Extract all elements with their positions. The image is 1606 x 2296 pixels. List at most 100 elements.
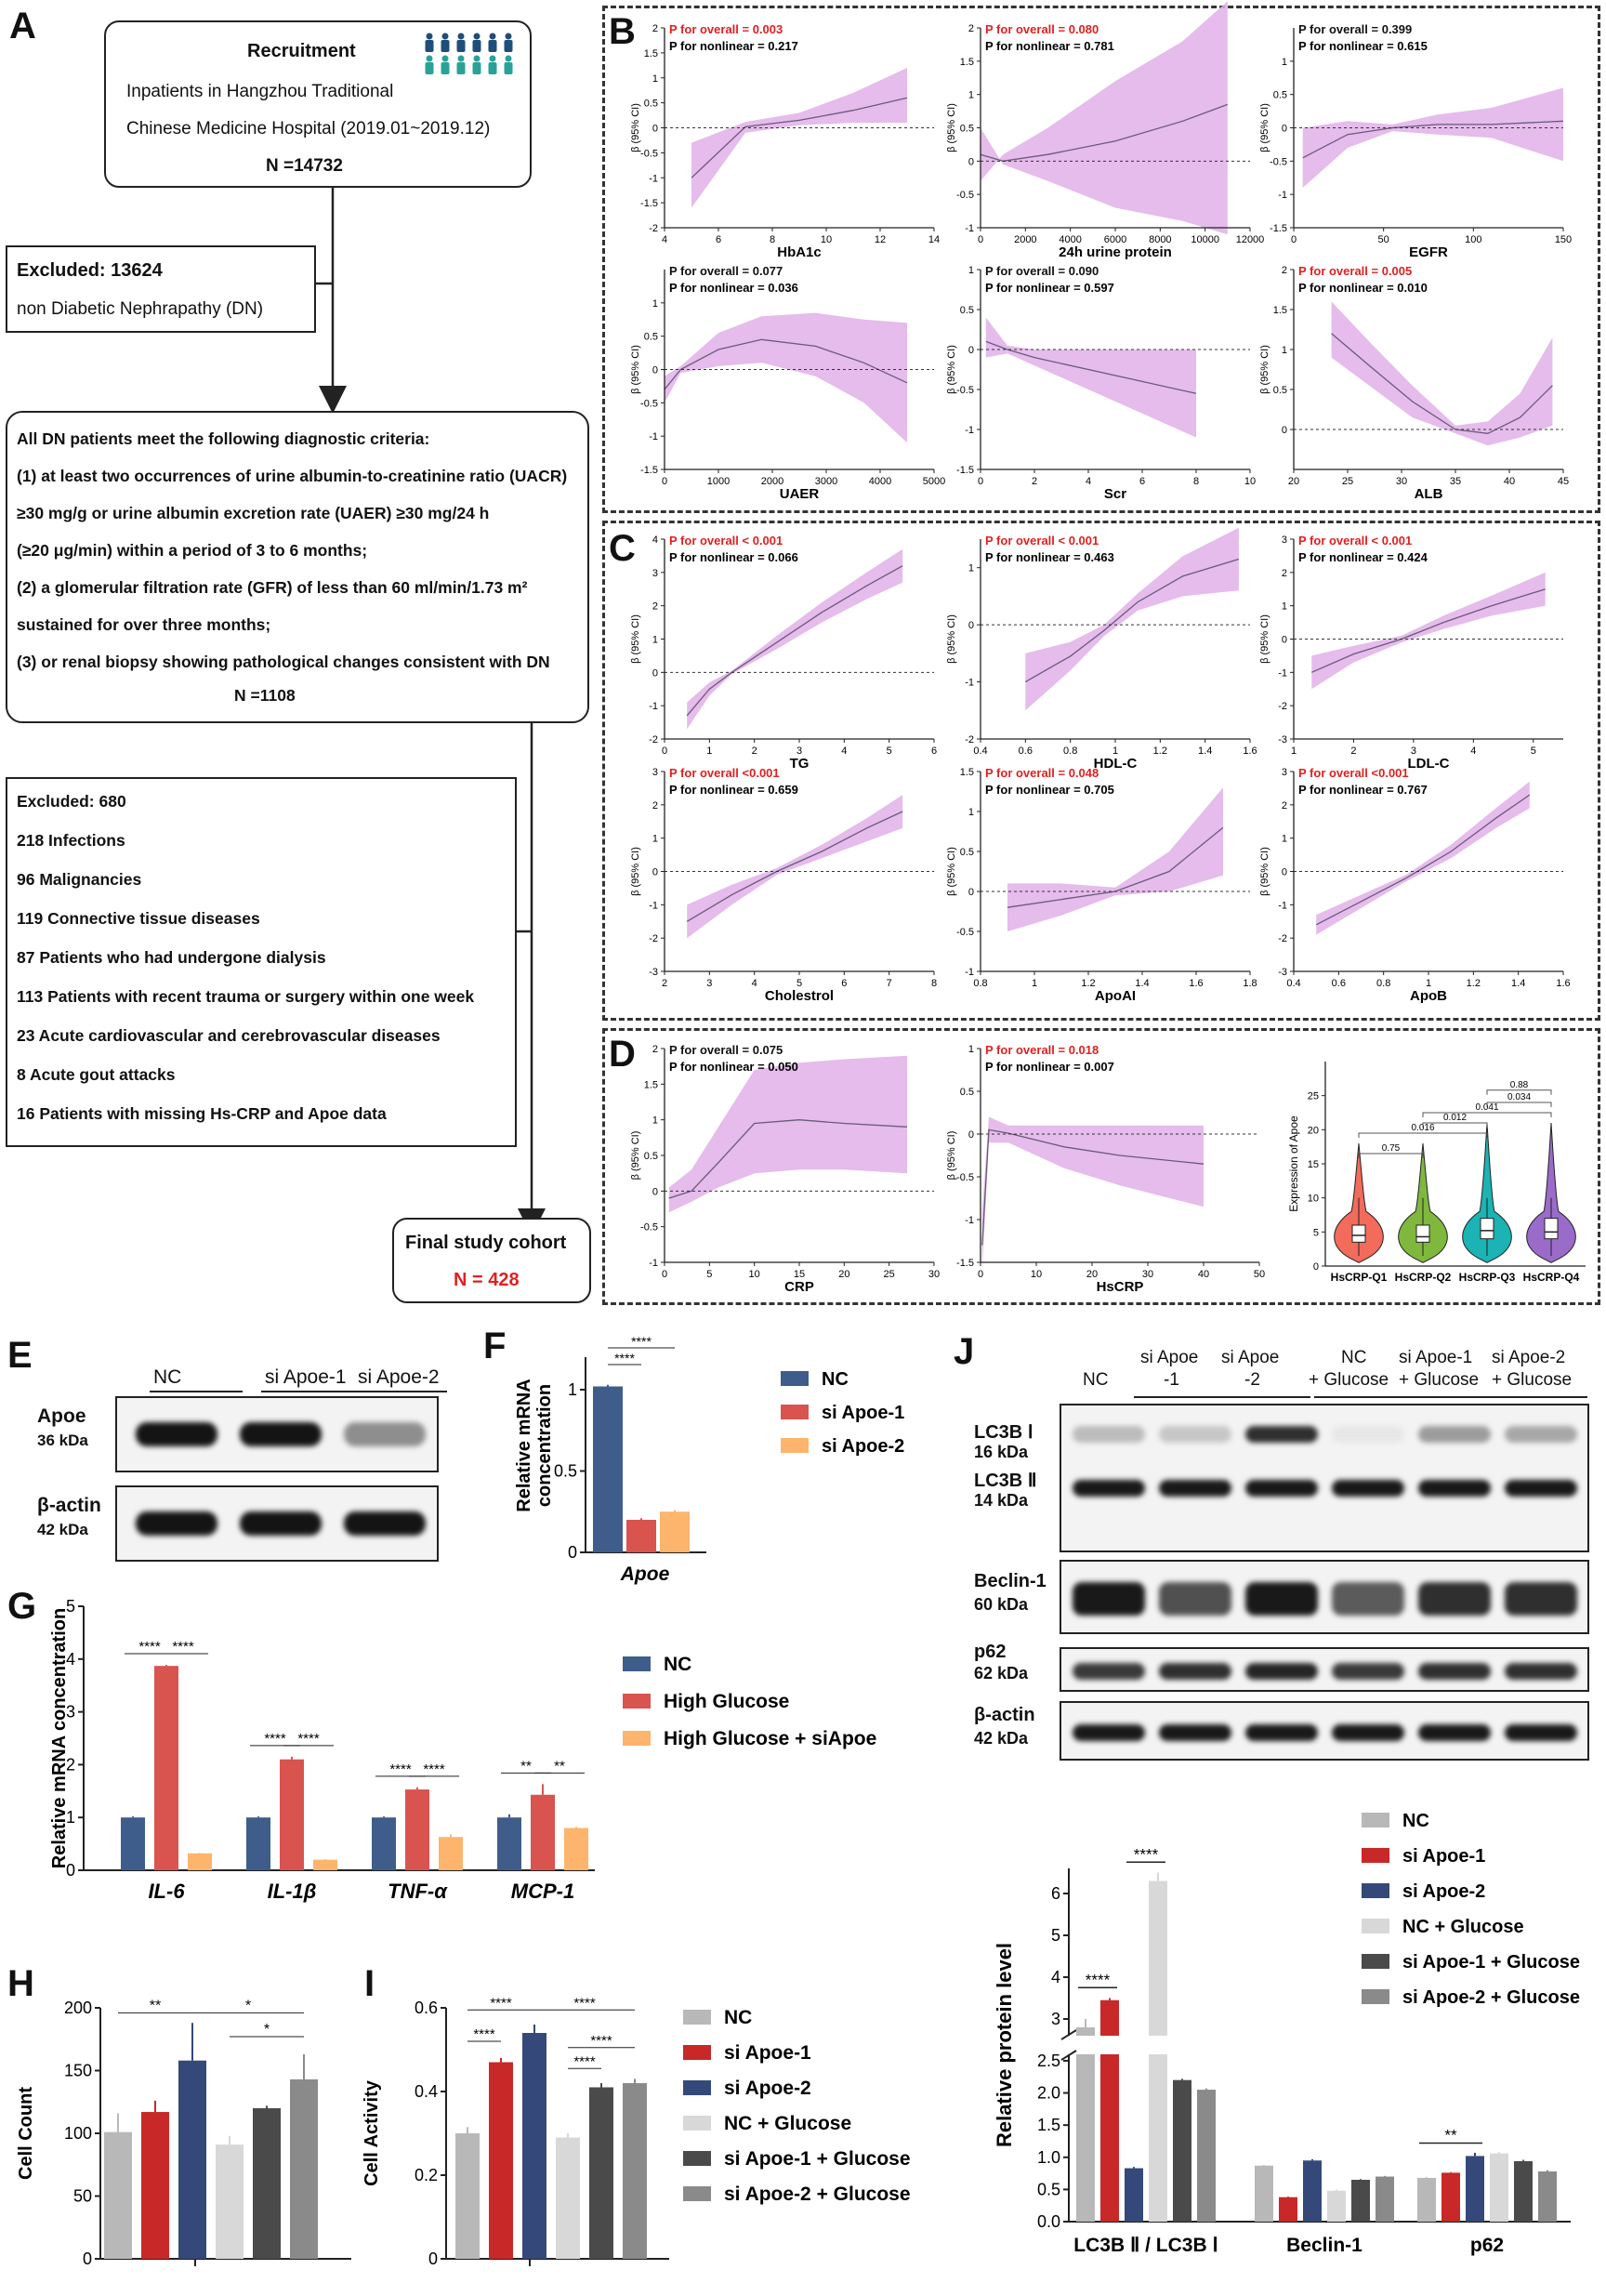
person-head [441,55,449,62]
y-axis-label: concentration [534,1384,555,1507]
x-tick-label: 25 [884,1269,895,1280]
bar [1351,2180,1370,2222]
y-tick-label: 1 [1282,601,1287,613]
y-tick-label: 0 [568,1543,577,1562]
blot-membrane [115,1485,439,1562]
blot-band [1418,1663,1491,1680]
sig-label: * [245,1998,251,2013]
blot-row-label: p62 [974,1642,1007,1662]
y-tick-label: 1 [66,1808,75,1827]
rcs-plot-10: -1 -0.5 0 0.5 1 1.5 0.8 1 1.2 1.4 1.6 1.8 ApoAI β (95… [946,766,1257,1004]
x-tick-label: 3 [796,746,802,757]
criteria-line: ≥30 mg/g or urine albumin excretion rate… [17,504,490,522]
sig-label: **** [264,1731,286,1747]
x-tick-label: 8000 [1149,234,1171,245]
blot-kda-label: 42 kDa [37,1521,88,1538]
y-tick-label: 1 [968,807,974,818]
y-tick-label: 4 [66,1650,75,1669]
x-tick-label: 4 [1470,746,1476,757]
x-axis-label: HDL-C [1094,756,1138,772]
legend-label: si Apoe-1 [724,2042,811,2064]
x-tick-label: 6 [716,234,721,245]
violin-shape [1526,1122,1576,1263]
y-tick-label: 1 [1282,834,1287,845]
blot-membrane [1060,1560,1589,1634]
x-tick-label: 20 [1086,1269,1098,1280]
recruitment-line-1: Inpatients in Hangzhou Traditional [126,82,394,101]
y-tick-label: 3 [652,767,658,778]
criteria-line: (2) a glomerular filtration rate (GFR) o… [17,578,528,597]
sig-bracket [1422,1112,1552,1117]
x-axis-label: EGFR [1409,244,1448,260]
y-tick-label: 100 [64,2124,92,2143]
y-tick-label: 1 [1282,57,1287,68]
y-axis-label: β (95% CI) [946,847,957,896]
exclusion-line: 218 Infections [17,831,125,850]
y-axis-label: β (95% CI) [630,103,641,152]
x-tick-label: 4 [752,978,757,989]
y-axis-label: β (95% CI) [946,103,957,152]
bar [522,2033,546,2259]
rcs-plot-9: -3 -2 -1 0 1 2 3 2 3 4 5 6 7 8 Cholestrol β (95% CI) P f… [630,766,937,1004]
legend-label: si Apoe-2 + Glucose [1402,1987,1580,2008]
blot-band [136,1422,217,1446]
y-tick-label: 2.0 [1037,2084,1060,2103]
x-tick-label: 1 [1032,978,1037,989]
x-axis-label: HsCRP [1097,1279,1144,1295]
x-axis-label: TG [790,756,810,772]
y-tick-label: 0.5 [644,1151,658,1162]
y-tick-label: 50 [73,2187,92,2206]
panel-label-c: C [609,528,636,569]
x-tick-label: 2 [752,746,757,757]
y-tick-label: 25 [1308,1091,1319,1102]
person-body [456,62,466,74]
blot-band [1245,1582,1318,1616]
x-tick-label: 6000 [1104,234,1126,245]
blot-column-label: si Apoe-1 [265,1366,347,1388]
y-tick-label: -0.5 [956,190,974,201]
x-category-label: LC3B Ⅱ / LC3B Ⅰ [1073,2235,1218,2256]
blot-band [1159,1582,1231,1616]
exclusion-line: 96 Malignancies [17,870,142,889]
y-tick-label: 4 [1051,1968,1060,1986]
legend-label: NC + Glucose [724,2113,851,2134]
x-tick-label: 0 [978,234,983,245]
p-nonlinear: P for nonlinear = 0.597 [985,281,1114,295]
x-category-label: IL-1β [268,1880,317,1903]
y-axis-label: β (95% CI) [946,1131,957,1181]
y-tick-label: 1.5 [960,57,974,68]
axis-break [1060,2050,1077,2061]
blot-row-label: β-actin [37,1495,101,1516]
y-tick-label: 3 [1051,2010,1060,2028]
x-tick-label: 1.2 [1153,746,1167,757]
y-tick-label: 1.5 [644,48,658,59]
recruitment-box: Recruitment Inpatients in Hangzhou Tradi… [104,20,532,188]
legend-swatch [683,2186,711,2201]
blot-band [1073,1724,1145,1741]
x-tick-label: 0 [1291,234,1297,245]
legend-swatch [1362,1989,1389,2004]
x-tick-label: 35 [1450,476,1461,487]
bar [660,1511,690,1552]
x-tick-label: 5000 [923,476,945,487]
x-tick-label: 30 [1396,476,1407,487]
estimate-line [1315,794,1531,926]
criteria-box: All DN patients meet the following diagn… [6,411,589,723]
p-overall: P for overall < 0.001 [669,534,783,548]
bar [593,1386,623,1552]
person-head [505,33,512,40]
blot-column-label: NC [153,1366,182,1388]
column-underline [150,1391,243,1392]
x-axis-label: Scr [1104,486,1126,502]
y-tick-label: 2 [968,23,974,34]
y-tick-label: 0 [968,156,974,167]
y-tick-label: 1 [568,1380,577,1399]
bar [253,2108,281,2259]
x-tick-label: 1.4 [1135,978,1149,989]
person-body [472,62,481,74]
blot-band [240,1511,322,1536]
excluded-1-text: non Diabetic Nephrapathy (DN) [17,299,264,319]
y-tick-label: 3 [66,1703,75,1722]
x-tick-label: 4 [841,746,847,757]
